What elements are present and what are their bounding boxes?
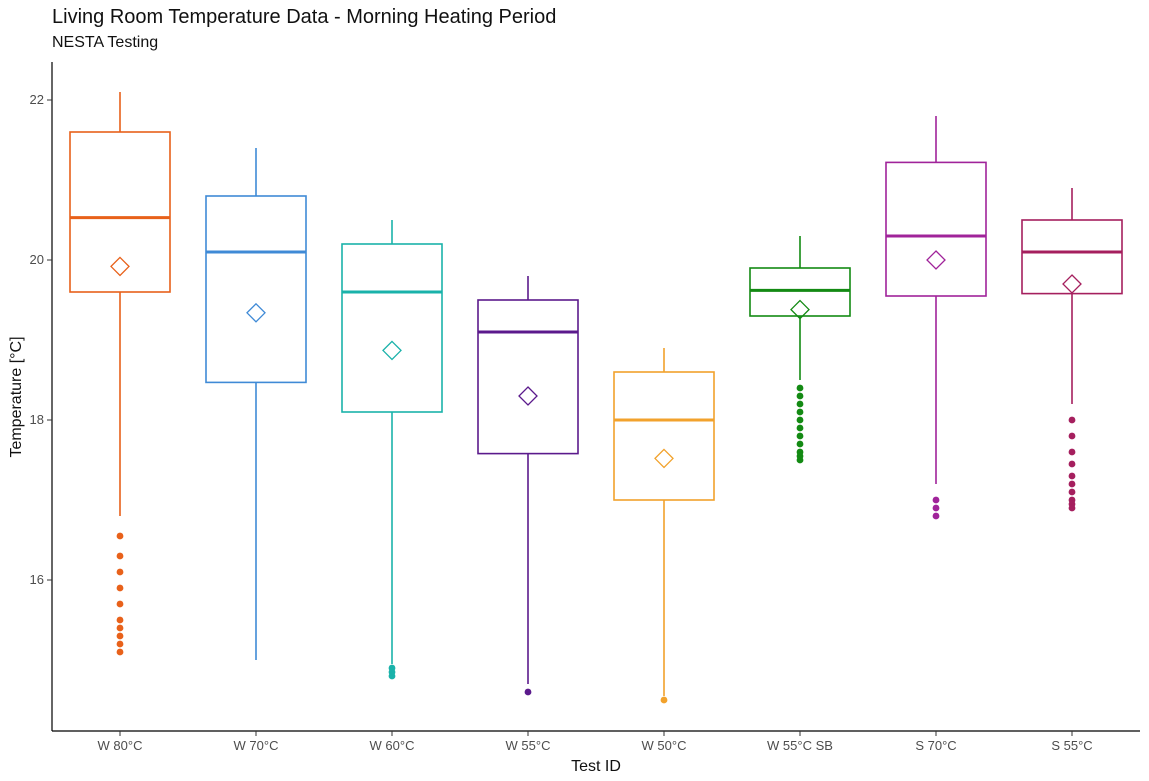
outlier-point [796,408,804,416]
outlier-point [116,568,124,576]
box-group [69,92,171,656]
box-iqr [1021,219,1123,295]
x-ticks: W 80°C W 70°C W 60°C W 55°C W 50°C W 55°C SB S… [98,731,1093,753]
outlier-point [932,512,940,520]
outlier-point [116,600,124,608]
outlier-point [660,696,668,704]
box-group [613,348,715,704]
outlier-point [1068,460,1076,468]
outlier-point [116,552,124,560]
x-tick-label: W 80°C [98,738,143,753]
box-iqr [613,371,715,501]
box-iqr [477,299,579,455]
box-iqr [205,195,307,384]
y-tick-label: 16 [30,572,44,587]
box-group [477,276,579,696]
outlier-point [116,648,124,656]
outlier-point [932,504,940,512]
y-ticks: 16 18 20 22 [30,92,52,587]
box-iqr [341,243,443,413]
mean-marker [382,340,402,361]
mean-marker [926,250,946,270]
outlier-point [1068,504,1076,512]
boxes [69,92,1123,704]
mean-marker [518,386,538,406]
x-axis-title: Test ID [571,758,621,775]
mean-marker [246,302,266,323]
outlier-point [116,584,124,592]
x-tick-label: W 55°C [506,738,551,753]
box-group [1021,188,1123,512]
outlier-point [796,384,804,392]
box-group [885,116,987,520]
outlier-point [796,456,804,464]
box-iqr [69,131,171,293]
x-tick-label: W 50°C [642,738,687,753]
y-tick-label: 20 [30,252,44,267]
mean-marker [654,448,674,469]
mean-marker [790,299,810,320]
box-iqr [885,161,987,297]
x-tick-label: W 55°C SB [767,738,833,753]
outlier-point [796,432,804,440]
outlier-point [1068,488,1076,496]
outlier-point [116,532,124,540]
outlier-point [796,424,804,432]
outlier-point [796,440,804,448]
outlier-point [116,624,124,632]
outlier-point [796,392,804,400]
outlier-point [116,616,124,624]
chart-title: Living Room Temperature Data - Morning H… [52,6,557,28]
y-axis-title: Temperature [°C] [8,336,25,457]
outlier-point [388,672,396,680]
y-tick-label: 18 [30,412,44,427]
x-tick-label: W 60°C [370,738,415,753]
outlier-point [116,632,124,640]
box-group [205,148,307,660]
outlier-point [796,400,804,408]
outlier-point [1068,432,1076,440]
outlier-point [1068,448,1076,456]
mean-marker [1062,274,1082,294]
outlier-point [1068,416,1076,424]
x-tick-label: S 55°C [1051,738,1092,753]
mean-marker [110,256,130,277]
axes [51,62,1140,732]
x-tick-label: W 70°C [234,738,279,753]
outlier-point [1068,472,1076,480]
outlier-point [1068,480,1076,488]
chart-subtitle: NESTA Testing [52,34,159,51]
y-tick-label: 22 [30,92,44,107]
x-tick-label: S 70°C [915,738,956,753]
outlier-point [116,640,124,648]
outlier-point [932,496,940,504]
outlier-point [524,688,532,696]
box-iqr [749,267,851,317]
outlier-point [796,416,804,424]
box-group [749,236,851,464]
box-group [341,220,443,680]
